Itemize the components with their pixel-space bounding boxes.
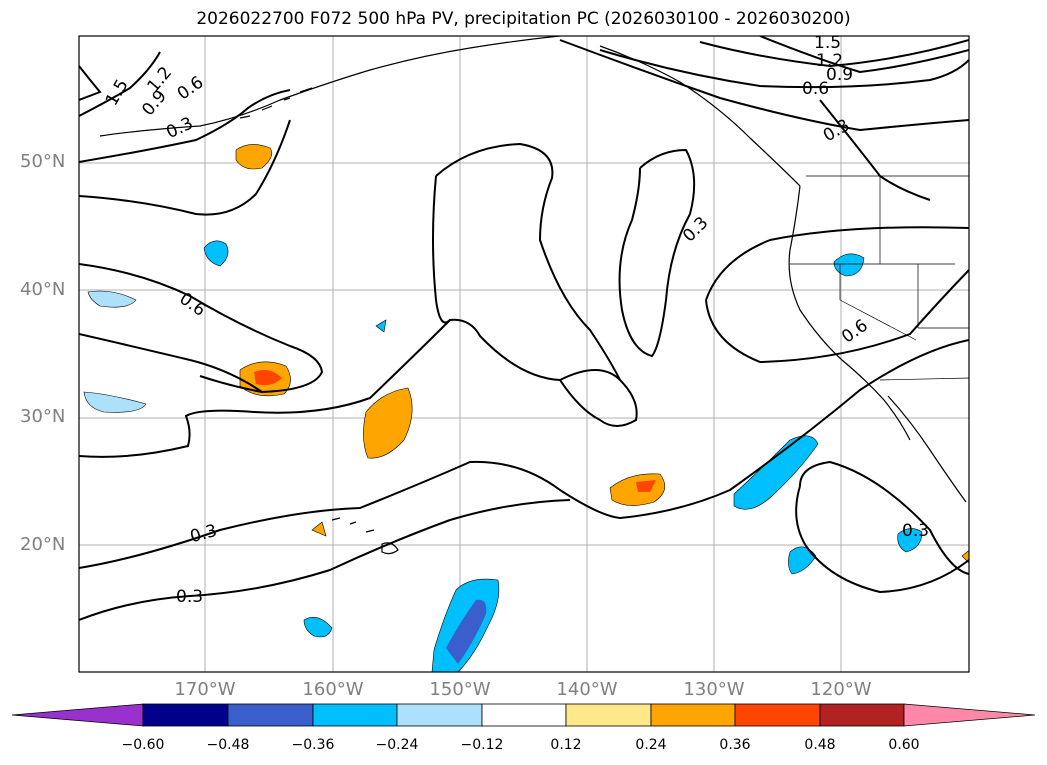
colorbar-extend-high xyxy=(903,703,1036,727)
precip-negative-blob xyxy=(833,253,865,277)
contour-label: 0.3 xyxy=(188,521,219,547)
lat-label: 30°N xyxy=(20,406,66,427)
pv-contour-line xyxy=(432,175,451,324)
colorbar-segment xyxy=(734,703,821,727)
precip-positive-blob xyxy=(363,387,413,459)
pv-contour-line xyxy=(705,269,969,364)
precip-positive-core xyxy=(254,370,282,386)
map-title: 2026022700 F072 500 hPa PV, precipitatio… xyxy=(196,9,851,29)
pv-contour-line xyxy=(559,39,969,132)
precip-positive-blob xyxy=(311,521,327,537)
political-borders xyxy=(790,175,969,381)
map-border xyxy=(78,35,970,673)
contour-label: 0.3 xyxy=(163,113,196,143)
pv-contour-line xyxy=(795,485,969,594)
contour-label: 0.3 xyxy=(679,213,712,246)
pv-contour-line xyxy=(705,226,969,301)
lon-label: 130°W xyxy=(683,679,745,700)
pv-contour-line xyxy=(79,89,291,163)
precip-negative-blob xyxy=(733,435,819,510)
precip-positive-core xyxy=(636,480,656,492)
contour-label: 0.6 xyxy=(174,72,208,104)
contour-label: 1.2 xyxy=(816,51,843,71)
lat-label: 50°N xyxy=(20,151,66,172)
pv-contour-line xyxy=(79,51,161,117)
precip-positive-blob xyxy=(235,144,273,170)
colorbar-tick-label: −0.48 xyxy=(206,737,250,753)
colorbar-tick-label: 0.48 xyxy=(804,737,836,753)
hawaii-islands xyxy=(331,517,399,555)
baja-coast xyxy=(887,395,967,503)
colorbar xyxy=(11,703,1036,727)
contour-label: 0.3 xyxy=(902,521,929,541)
pv-contours xyxy=(79,36,969,621)
colorbar-segment xyxy=(142,703,229,727)
lon-label: 170°W xyxy=(174,679,236,700)
precip-negative-blob xyxy=(83,391,147,413)
precip-negative-blob xyxy=(303,617,333,638)
alaska-panhandle xyxy=(599,45,801,187)
pv-contour-line xyxy=(79,119,291,216)
lon-label: 160°W xyxy=(302,679,364,700)
contour-label: 0.6 xyxy=(175,289,209,321)
colorbar-extend-low xyxy=(11,703,144,727)
contour-label: 0.9 xyxy=(826,65,853,85)
coastlines xyxy=(99,36,967,555)
precip-negative-blob xyxy=(203,240,229,267)
pv-contour-line xyxy=(699,39,969,68)
colorbar-tick-label: −0.24 xyxy=(375,737,419,753)
colorbar-segment xyxy=(227,703,314,727)
contour-label: 0.3 xyxy=(820,115,853,146)
pv-contour-line xyxy=(599,49,969,89)
precip-positive-blob xyxy=(609,473,666,506)
colorbar-segment xyxy=(396,703,483,727)
lat-label: 20°N xyxy=(20,534,66,555)
colorbar-segment xyxy=(650,703,736,727)
colorbar-segment xyxy=(481,703,567,727)
pv-contour-line xyxy=(759,36,969,74)
precip-anomaly-fields xyxy=(83,144,969,672)
pv-contour-line xyxy=(79,333,263,393)
colorbar-tick-label: 0.12 xyxy=(550,737,582,753)
contour-label: 0.6 xyxy=(838,316,872,348)
contour-label: 1.5 xyxy=(102,76,133,109)
colorbar-segment xyxy=(565,703,652,727)
contour-label: 0.3 xyxy=(176,587,203,607)
pv-contour-line xyxy=(79,499,571,621)
alaska-coast xyxy=(99,36,561,137)
precip-negative-blob xyxy=(788,546,817,575)
precip-negative-core xyxy=(446,599,487,664)
aleutian-islands xyxy=(239,87,313,119)
pv-contour-line xyxy=(618,148,696,358)
pv-contour-line xyxy=(435,142,621,381)
lon-label: 120°W xyxy=(810,679,872,700)
colorbar-segment xyxy=(819,703,905,727)
colorbar-tick-label: −0.60 xyxy=(121,737,165,753)
precip-negative-blob xyxy=(87,290,137,308)
lon-label: 150°W xyxy=(429,679,491,700)
pv-contour-line xyxy=(79,339,969,569)
us-west-coast xyxy=(788,185,911,441)
precip-negative-blob xyxy=(375,319,387,333)
colorbar-tick-label: 0.60 xyxy=(888,737,920,753)
contour-label: 0.6 xyxy=(802,79,829,99)
contour-label: 1.5 xyxy=(814,33,841,53)
pv-contour-line xyxy=(79,65,102,101)
colorbar-tick-label: 0.24 xyxy=(635,737,667,753)
colorbar-tick-label: 0.36 xyxy=(719,737,751,753)
pv-contour-line xyxy=(79,318,561,458)
lon-label: 140°W xyxy=(556,679,618,700)
pv-contour-line xyxy=(819,99,931,201)
pv-contour-line xyxy=(799,460,969,575)
colorbar-segment xyxy=(312,703,398,727)
lat-label: 40°N xyxy=(20,279,66,300)
colorbar-tick-label: −0.36 xyxy=(291,737,335,753)
pv-contour-line xyxy=(559,369,638,427)
colorbar-tick-label: −0.12 xyxy=(460,737,504,753)
precip-negative-blob xyxy=(897,528,923,553)
